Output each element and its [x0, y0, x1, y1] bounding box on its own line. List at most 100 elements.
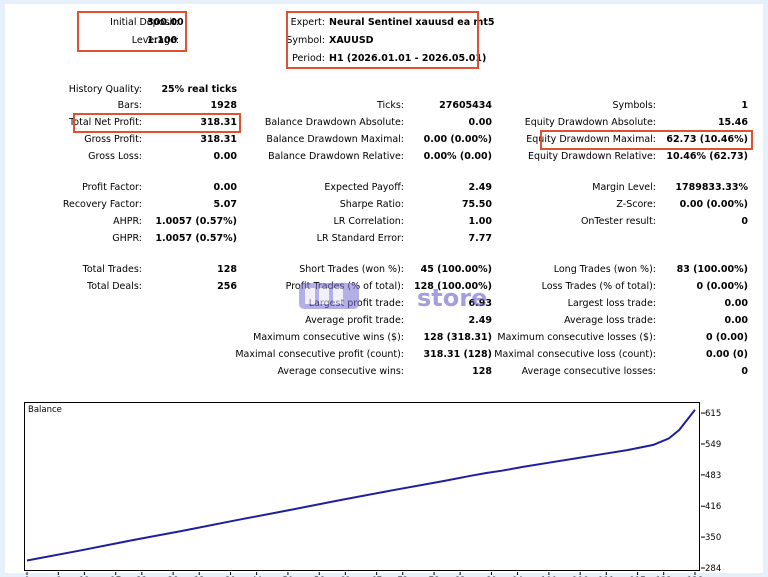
- leverage-value: 1:100: [147, 35, 178, 46]
- period-label: Period:: [292, 53, 325, 64]
- maximal-consec-profit-value: 318.31 (128): [423, 349, 492, 360]
- maximal-consec-profit-label: Maximal consecutive profit (count):: [235, 349, 404, 360]
- deposit-highlight-box: [77, 11, 187, 52]
- largest-profit-trade-label: Largest profit trade:: [308, 298, 404, 309]
- ontester-result-value: 0: [741, 216, 748, 227]
- net-profit-highlight-box: [73, 113, 241, 133]
- balance-line: [26, 409, 696, 562]
- largest-loss-trade-label: Largest loss trade:: [567, 298, 656, 309]
- short-trades-label: Short Trades (won %):: [299, 264, 404, 275]
- lr-correlation-value: 1.00: [468, 216, 492, 227]
- profit-trades-label: Profit Trades (% of total):: [285, 281, 404, 292]
- max-consec-wins-label: Maximum consecutive wins ($):: [253, 332, 404, 343]
- symbols-label: Symbols:: [612, 100, 656, 111]
- avg-consec-losses-label: Average consecutive losses:: [521, 366, 656, 377]
- avg-consec-losses-value: 0: [741, 366, 748, 377]
- balance-dd-rel-label: Balance Drawdown Relative:: [268, 151, 404, 162]
- avg-loss-trade-label: Average loss trade:: [564, 315, 656, 326]
- total-net-profit-value: 318.31: [200, 117, 237, 128]
- history-quality-label: History Quality:: [68, 84, 142, 95]
- expected-payoff-value: 2.49: [468, 182, 492, 193]
- lr-std-error-value: 7.77: [468, 233, 492, 244]
- gross-profit-value: 318.31: [200, 134, 237, 145]
- balance-dd-rel-value: 0.00% (0.00): [423, 151, 492, 162]
- equity-dd-max-label: Equity Drawdown Maximal:: [526, 134, 656, 145]
- sharpe-ratio-value: 75.50: [461, 199, 492, 210]
- ghpr-label: GHPR:: [112, 233, 142, 244]
- ontester-result-label: OnTester result:: [580, 216, 656, 227]
- max-consec-losses-value: 0 (0.00): [705, 332, 748, 343]
- equity-dd-rel-value: 10.46% (62.73): [666, 151, 748, 162]
- expert-highlight-box: [286, 11, 479, 69]
- sharpe-ratio-label: Sharpe Ratio:: [339, 199, 404, 210]
- max-consec-wins-value: 128 (318.31): [423, 332, 492, 343]
- z-score-value: 0.00 (0.00%): [679, 199, 748, 210]
- balance-dd-max-value: 0.00 (0.00%): [423, 134, 492, 145]
- equity-dd-highlight-box: [540, 130, 753, 150]
- bars-label: Bars:: [117, 100, 142, 111]
- long-trades-value: 83 (100.00%): [676, 264, 748, 275]
- equity-dd-max-value: 62.73 (10.46%): [666, 134, 748, 145]
- ahpr-value: 1.0057 (0.57%): [155, 216, 237, 227]
- margin-level-value: 1789833.33%: [675, 182, 748, 193]
- maximal-consec-loss-label: Maximal consecutive loss (count):: [494, 349, 656, 360]
- total-net-profit-label: Total Net Profit:: [69, 117, 142, 128]
- ghpr-value: 1.0057 (0.57%): [155, 233, 237, 244]
- symbol-value: XAUUSD: [329, 35, 374, 46]
- gross-loss-label: Gross Loss:: [88, 151, 142, 162]
- y-tick-label: 549: [705, 440, 721, 450]
- balance-dd-abs-value: 0.00: [468, 117, 492, 128]
- y-tick-label: 483: [705, 471, 721, 481]
- avg-consec-wins-value: 128: [472, 366, 492, 377]
- initial-deposit-label: Initial Deposit:: [110, 17, 179, 28]
- total-deals-value: 256: [217, 281, 237, 292]
- max-consec-losses-label: Maximum consecutive losses ($):: [497, 332, 656, 343]
- total-deals-label: Total Deals:: [87, 281, 142, 292]
- recovery-factor-value: 5.07: [213, 199, 237, 210]
- lr-std-error-label: LR Standard Error:: [316, 233, 404, 244]
- balance-chart-plot: 2843504164835496150611172228333944505661…: [24, 409, 721, 577]
- gross-loss-value: 0.00: [213, 151, 237, 162]
- initial-deposit-value: 300.00: [147, 17, 184, 28]
- expected-payoff-label: Expected Payoff:: [324, 182, 404, 193]
- equity-dd-abs-value: 15.46: [717, 117, 748, 128]
- chart-title: Balance: [28, 405, 62, 415]
- long-trades-label: Long Trades (won %):: [553, 264, 656, 275]
- y-tick-label: 284: [705, 564, 721, 574]
- report-panel: Initial Deposit: 300.00 Leverage: 1:100 …: [5, 4, 763, 577]
- equity-dd-abs-label: Equity Drawdown Absolute:: [524, 117, 656, 128]
- y-tick-label: 350: [705, 533, 721, 543]
- y-tick-label: 416: [705, 502, 721, 512]
- total-trades-value: 128: [217, 264, 237, 275]
- balance-chart: Balance 28435041648354961506111722283339…: [24, 402, 721, 577]
- history-quality-value: 25% real ticks: [161, 84, 237, 95]
- avg-consec-wins-label: Average consecutive wins:: [277, 366, 404, 377]
- loss-trades-value: 0 (0.00%): [696, 281, 748, 292]
- ahpr-label: AHPR:: [113, 216, 142, 227]
- loss-trades-label: Loss Trades (% of total):: [541, 281, 656, 292]
- profit-factor-value: 0.00: [213, 182, 237, 193]
- y-tick-label: 615: [705, 409, 721, 419]
- profit-trades-value: 128 (100.00%): [414, 281, 492, 292]
- symbols-value: 1: [741, 100, 748, 111]
- balance-dd-max-label: Balance Drawdown Maximal:: [266, 134, 404, 145]
- total-trades-label: Total Trades:: [82, 264, 142, 275]
- maximal-consec-loss-value: 0.00 (0): [705, 349, 748, 360]
- balance-dd-abs-label: Balance Drawdown Absolute:: [264, 117, 404, 128]
- bars-value: 1928: [210, 100, 237, 111]
- ticks-value: 27605434: [439, 100, 492, 111]
- gross-profit-label: Gross Profit:: [84, 134, 142, 145]
- equity-dd-rel-label: Equity Drawdown Relative:: [527, 151, 656, 162]
- avg-profit-trade-label: Average profit trade:: [305, 315, 404, 326]
- margin-level-label: Margin Level:: [592, 182, 656, 193]
- z-score-label: Z-Score:: [616, 199, 656, 210]
- expert-label: Expert:: [290, 17, 325, 28]
- leverage-label: Leverage:: [131, 35, 179, 46]
- short-trades-value: 45 (100.00%): [420, 264, 492, 275]
- symbol-label: Symbol:: [286, 35, 325, 46]
- largest-loss-trade-value: 0.00: [724, 298, 748, 309]
- expert-value: Neural Sentinel xauusd ea mt5: [329, 17, 495, 28]
- lr-correlation-label: LR Correlation:: [333, 216, 405, 227]
- largest-profit-trade-value: 6.93: [468, 298, 492, 309]
- ticks-label: Ticks:: [376, 100, 404, 111]
